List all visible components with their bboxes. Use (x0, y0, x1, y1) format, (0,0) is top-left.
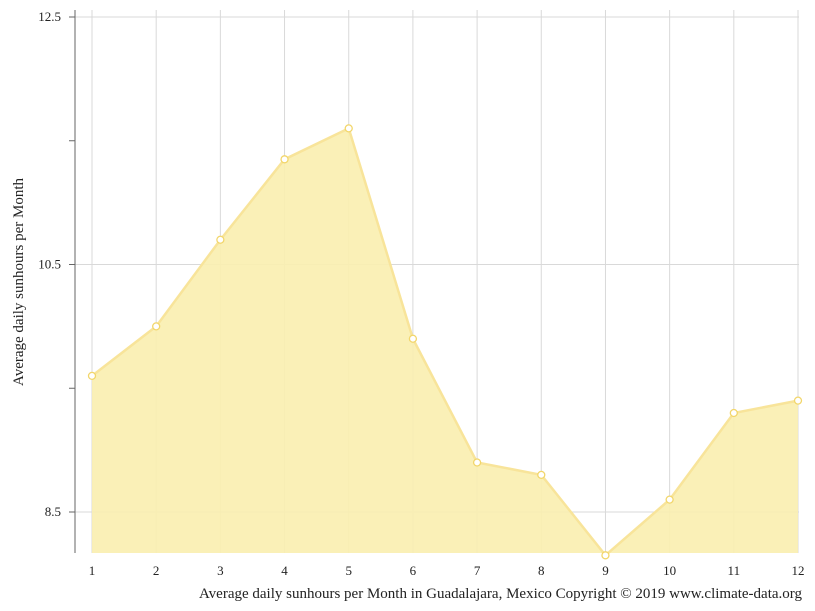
x-ticks: 1 2 3 4 5 6 7 8 9 10 11 12 (89, 563, 805, 578)
data-point (537, 470, 546, 480)
y-tick-label: 10.5 (38, 257, 61, 272)
x-tick-label: 1 (89, 563, 96, 578)
x-tick-label: 3 (217, 563, 224, 578)
sunhours-line (91, 126, 799, 558)
x-tick-label: 10 (663, 563, 676, 578)
x-tick-label: 12 (792, 563, 805, 578)
data-point (87, 371, 97, 381)
y-tick-label: 8.5 (45, 504, 61, 519)
axes (69, 10, 76, 553)
y-ticks: 8.5 10.5 12.5 (38, 9, 61, 519)
data-points (87, 124, 803, 560)
x-tick-label: 2 (153, 563, 160, 578)
y-axis-title: Average daily sunhours per Month (11, 178, 27, 387)
data-point (729, 408, 738, 418)
x-tick-label: 7 (474, 563, 481, 578)
x-tick-label: 5 (345, 563, 352, 578)
data-point (601, 551, 610, 560)
sunhours-area (92, 128, 798, 556)
data-point (408, 334, 418, 343)
data-point (665, 495, 674, 504)
x-tick-label: 4 (281, 563, 288, 578)
data-point (472, 458, 482, 467)
data-point (344, 124, 353, 133)
x-tick-label: 6 (410, 563, 417, 578)
x-tick-label: 8 (538, 563, 545, 578)
data-point (216, 235, 225, 244)
x-tick-label: 9 (602, 563, 609, 578)
data-point (152, 322, 161, 331)
x-tick-label: 11 (728, 563, 741, 578)
data-point (280, 155, 289, 164)
data-point (793, 396, 803, 405)
y-tick-label: 12.5 (38, 9, 61, 24)
chart-caption: Average daily sunhours per Month in Guad… (199, 586, 803, 602)
